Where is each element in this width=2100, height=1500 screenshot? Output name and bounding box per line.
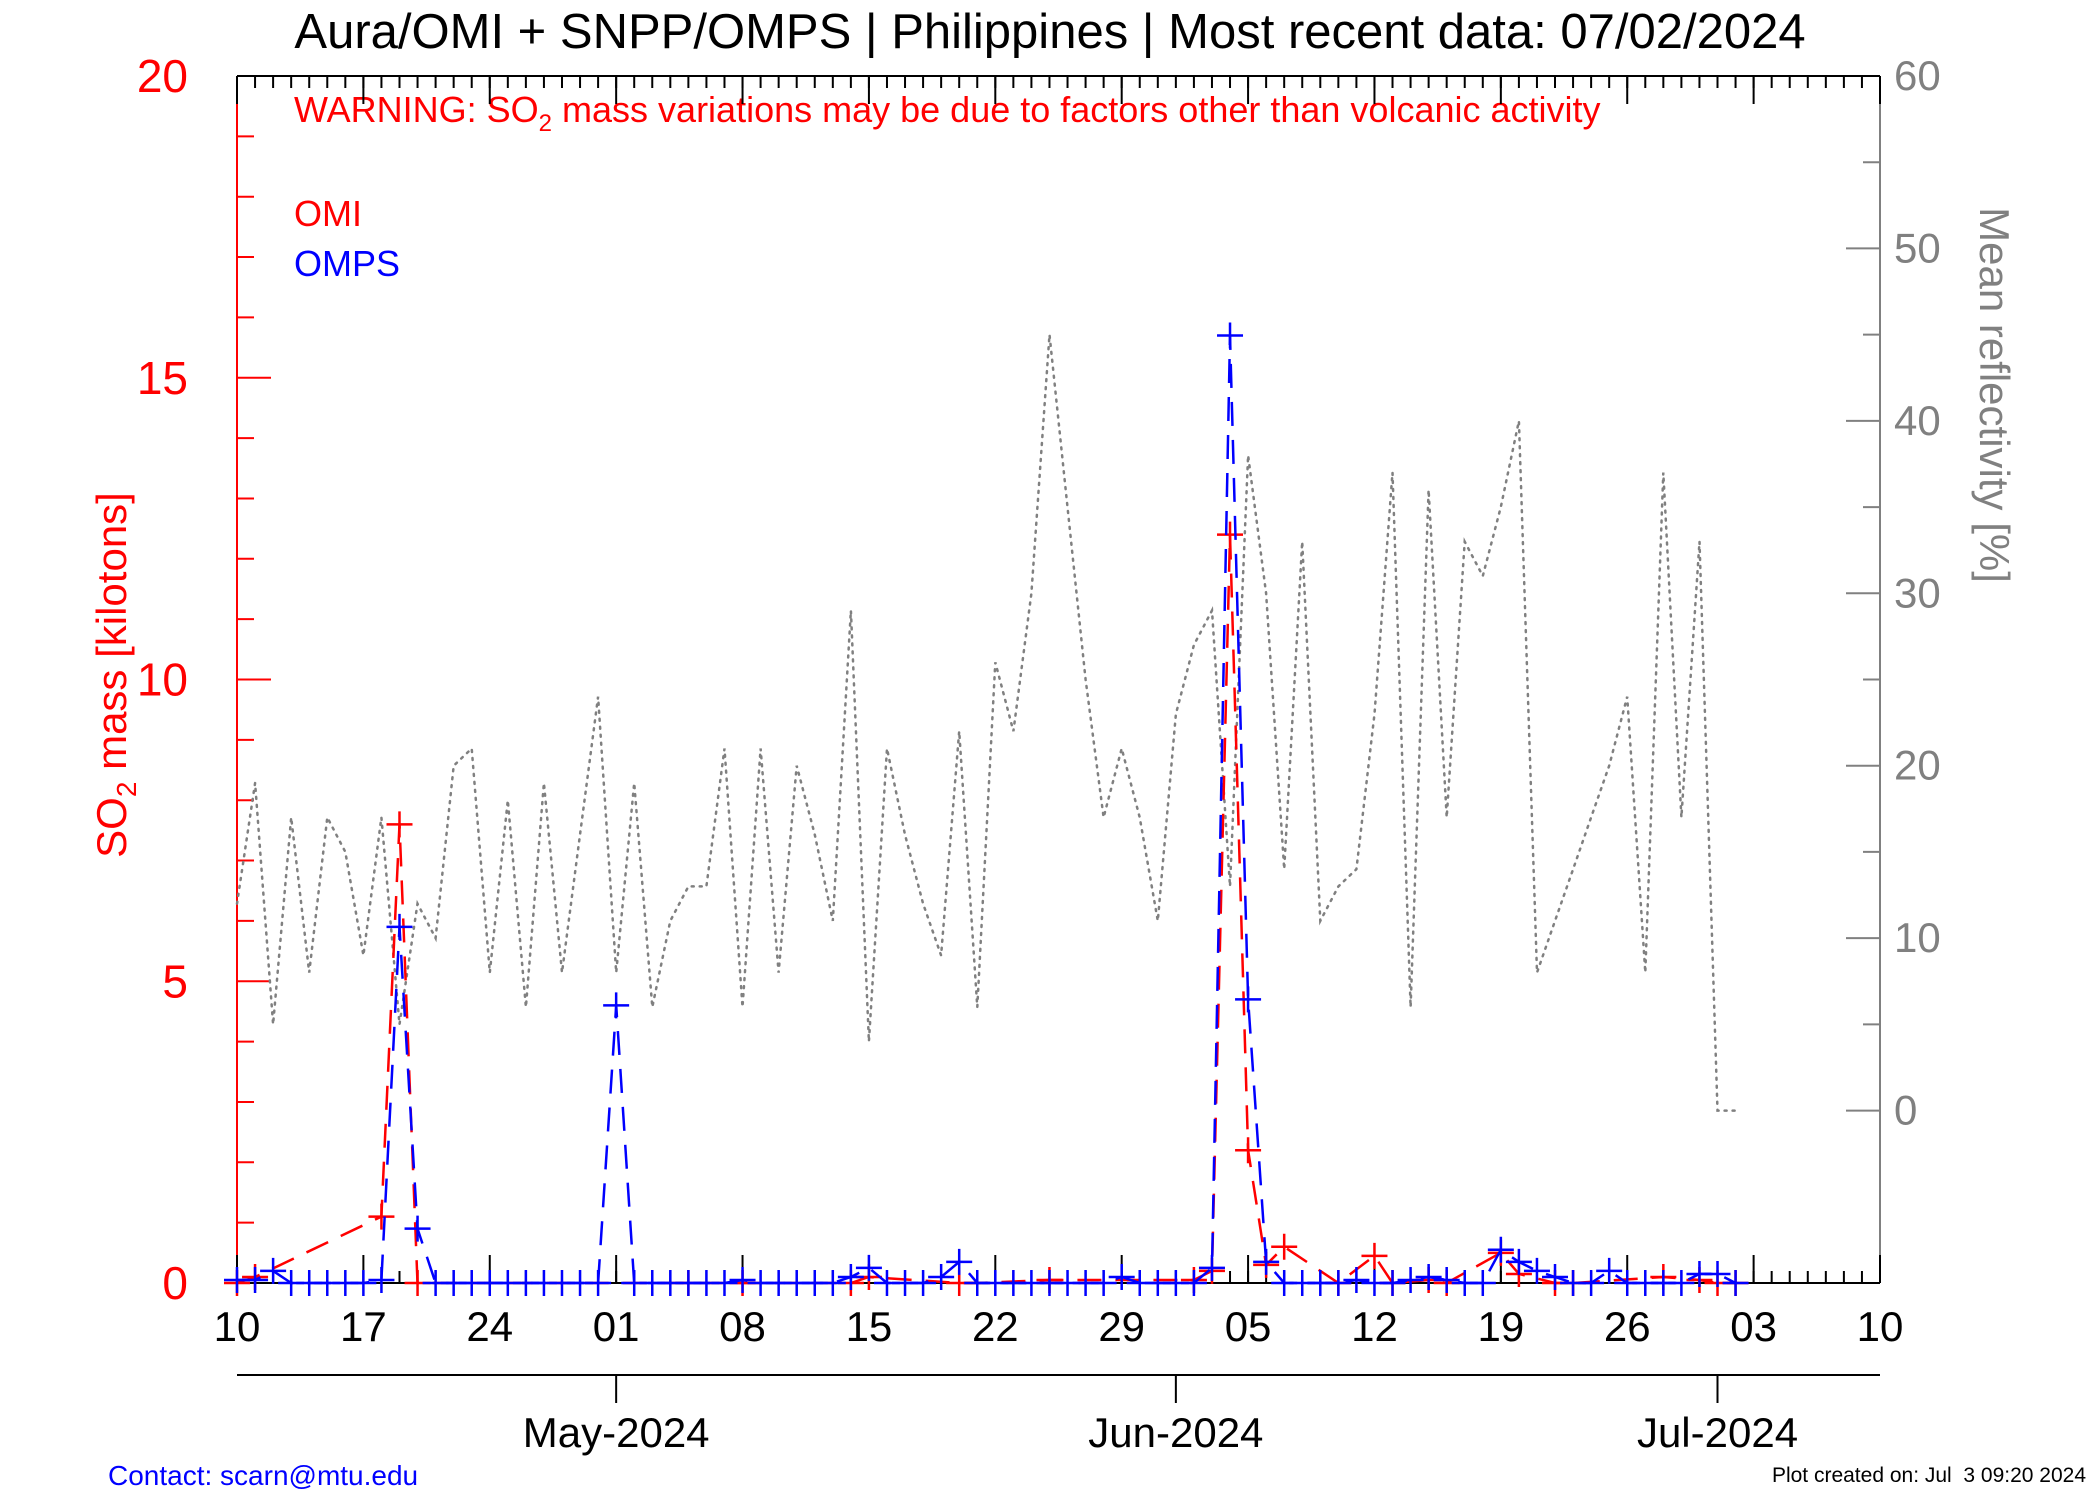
right-tick-label: 60 xyxy=(1894,52,1941,99)
point-marker-omps xyxy=(1704,1260,1731,1287)
x-tick-label: 01 xyxy=(593,1303,640,1350)
point-marker-omps xyxy=(242,1266,269,1293)
point-marker-omps xyxy=(837,1263,864,1290)
point-marker-omps xyxy=(1415,1263,1442,1290)
point-marker-omps xyxy=(1198,1254,1225,1281)
x-tick-label: 15 xyxy=(846,1303,893,1350)
point-marker-omi xyxy=(1271,1233,1298,1260)
point-marker-omps xyxy=(404,1215,431,1242)
y-left-label-suffix: mass [kilotons] xyxy=(88,492,135,781)
point-marker-omps xyxy=(260,1257,287,1284)
point-marker-omps xyxy=(1433,1266,1460,1293)
series-line-omi xyxy=(236,534,1736,1285)
point-marker-omps xyxy=(368,1266,395,1293)
x-tick-label: 03 xyxy=(1730,1303,1777,1350)
plot-area xyxy=(237,76,1880,1283)
month-label: May-2024 xyxy=(523,1409,710,1456)
point-marker-omps xyxy=(1379,1270,1406,1296)
plot-created-text: Plot created on: Jul 3 09:20 2024 xyxy=(1771,1464,2086,1487)
left-tick-label: 20 xyxy=(137,50,188,102)
left-tick-label: 0 xyxy=(162,1257,188,1309)
point-marker-omi xyxy=(1361,1242,1388,1269)
right-tick-label: 40 xyxy=(1894,397,1941,444)
point-marker-omi xyxy=(368,1203,395,1230)
month-label: Jul-2024 xyxy=(1637,1409,1798,1456)
point-marker-omps xyxy=(350,1270,377,1296)
point-marker-omps xyxy=(819,1270,846,1296)
chart-title: Aura/OMI + SNPP/OMPS | Philippines | Mos… xyxy=(294,5,1805,59)
x-tick-label: 29 xyxy=(1098,1303,1145,1350)
x-tick-label: 10 xyxy=(214,1303,261,1350)
y-axis-right-label: Mean reflectivity [%] xyxy=(1971,207,2018,583)
series-line-reflectivity xyxy=(235,334,1737,1112)
left-tick-label: 15 xyxy=(137,352,188,404)
point-marker-omi xyxy=(386,811,413,838)
point-marker-omps xyxy=(946,1248,973,1275)
y-left-label-prefix: SO xyxy=(88,797,135,858)
right-tick-label: 10 xyxy=(1894,914,1941,961)
x-tick-label: 22 xyxy=(972,1303,1019,1350)
contact-text[interactable]: Contact: scarn@mtu.edu xyxy=(108,1460,419,1491)
y-left-label-subscript: 2 xyxy=(111,782,142,798)
right-tick-label: 20 xyxy=(1894,742,1941,789)
legend-omps: OMPS xyxy=(294,243,400,284)
x-tick-label: 24 xyxy=(466,1303,513,1350)
point-marker-omps xyxy=(386,913,413,940)
point-marker-omps xyxy=(1523,1257,1550,1284)
point-marker-omi xyxy=(1235,1137,1262,1164)
point-marker-omps xyxy=(1469,1270,1496,1296)
x-tick-label: 26 xyxy=(1604,1303,1651,1350)
warning-subscript: 2 xyxy=(539,110,552,137)
point-marker-omps xyxy=(1487,1236,1514,1263)
point-marker-omps xyxy=(855,1254,882,1281)
point-marker-omps xyxy=(910,1270,937,1296)
warning-suffix: mass variations may be due to factors ot… xyxy=(552,89,1600,130)
point-marker-omi xyxy=(1217,521,1244,548)
left-tick-label: 5 xyxy=(162,955,188,1007)
point-marker-omps xyxy=(1108,1263,1135,1290)
x-tick-label: 17 xyxy=(340,1303,387,1350)
month-label: Jun-2024 xyxy=(1088,1409,1263,1456)
point-marker-omps xyxy=(1180,1270,1207,1296)
point-marker-omps xyxy=(1542,1263,1569,1290)
legend-omi: OMI xyxy=(294,193,362,234)
point-marker-omps xyxy=(1668,1270,1695,1296)
point-marker-omps xyxy=(1253,1248,1280,1275)
point-marker-omps xyxy=(1325,1270,1352,1296)
warning-text: WARNING: SO2 mass variations may be due … xyxy=(294,89,1601,137)
point-marker-omps xyxy=(1397,1266,1424,1293)
point-marker-omps xyxy=(1505,1248,1532,1275)
series-group xyxy=(224,322,1749,1296)
y-axis-left-label: SO2 mass [kilotons] xyxy=(88,492,142,858)
x-axis: 10 17 24 01 08 15 22 29 05 12 19 26 03 10 xyxy=(214,75,1904,1350)
left-axis: 0 5 10 15 20 xyxy=(137,50,271,1309)
point-marker-omps xyxy=(1343,1266,1370,1293)
x-tick-label: 19 xyxy=(1477,1303,1524,1350)
x-tick-label: 05 xyxy=(1225,1303,1272,1350)
warning-prefix: WARNING: SO xyxy=(294,89,539,130)
point-marker-omps xyxy=(1217,322,1244,349)
point-marker-omps xyxy=(1722,1270,1749,1296)
x-tick-label: 10 xyxy=(1857,1303,1904,1350)
point-marker-omps xyxy=(1090,1270,1117,1296)
right-axis: 0 10 20 30 40 50 60 xyxy=(1846,52,1941,1283)
point-marker-omps xyxy=(1596,1257,1623,1284)
point-marker-omps xyxy=(711,1270,738,1296)
point-marker-omps xyxy=(729,1266,756,1293)
point-marker-omps xyxy=(928,1263,955,1290)
point-marker-omps xyxy=(1235,986,1262,1013)
month-axis: May-2024 Jun-2024 Jul-2024 xyxy=(237,1374,1880,1456)
point-marker-omps xyxy=(1578,1270,1605,1296)
point-marker-omps xyxy=(585,1270,612,1296)
left-tick-label: 10 xyxy=(137,654,188,706)
series-line-omps xyxy=(237,335,1737,1285)
right-tick-label: 30 xyxy=(1894,569,1941,616)
right-tick-label: 0 xyxy=(1894,1087,1917,1134)
point-marker-omps xyxy=(603,992,630,1019)
x-tick-label: 08 xyxy=(719,1303,766,1350)
right-tick-label: 50 xyxy=(1894,224,1941,271)
x-tick-label: 12 xyxy=(1351,1303,1398,1350)
